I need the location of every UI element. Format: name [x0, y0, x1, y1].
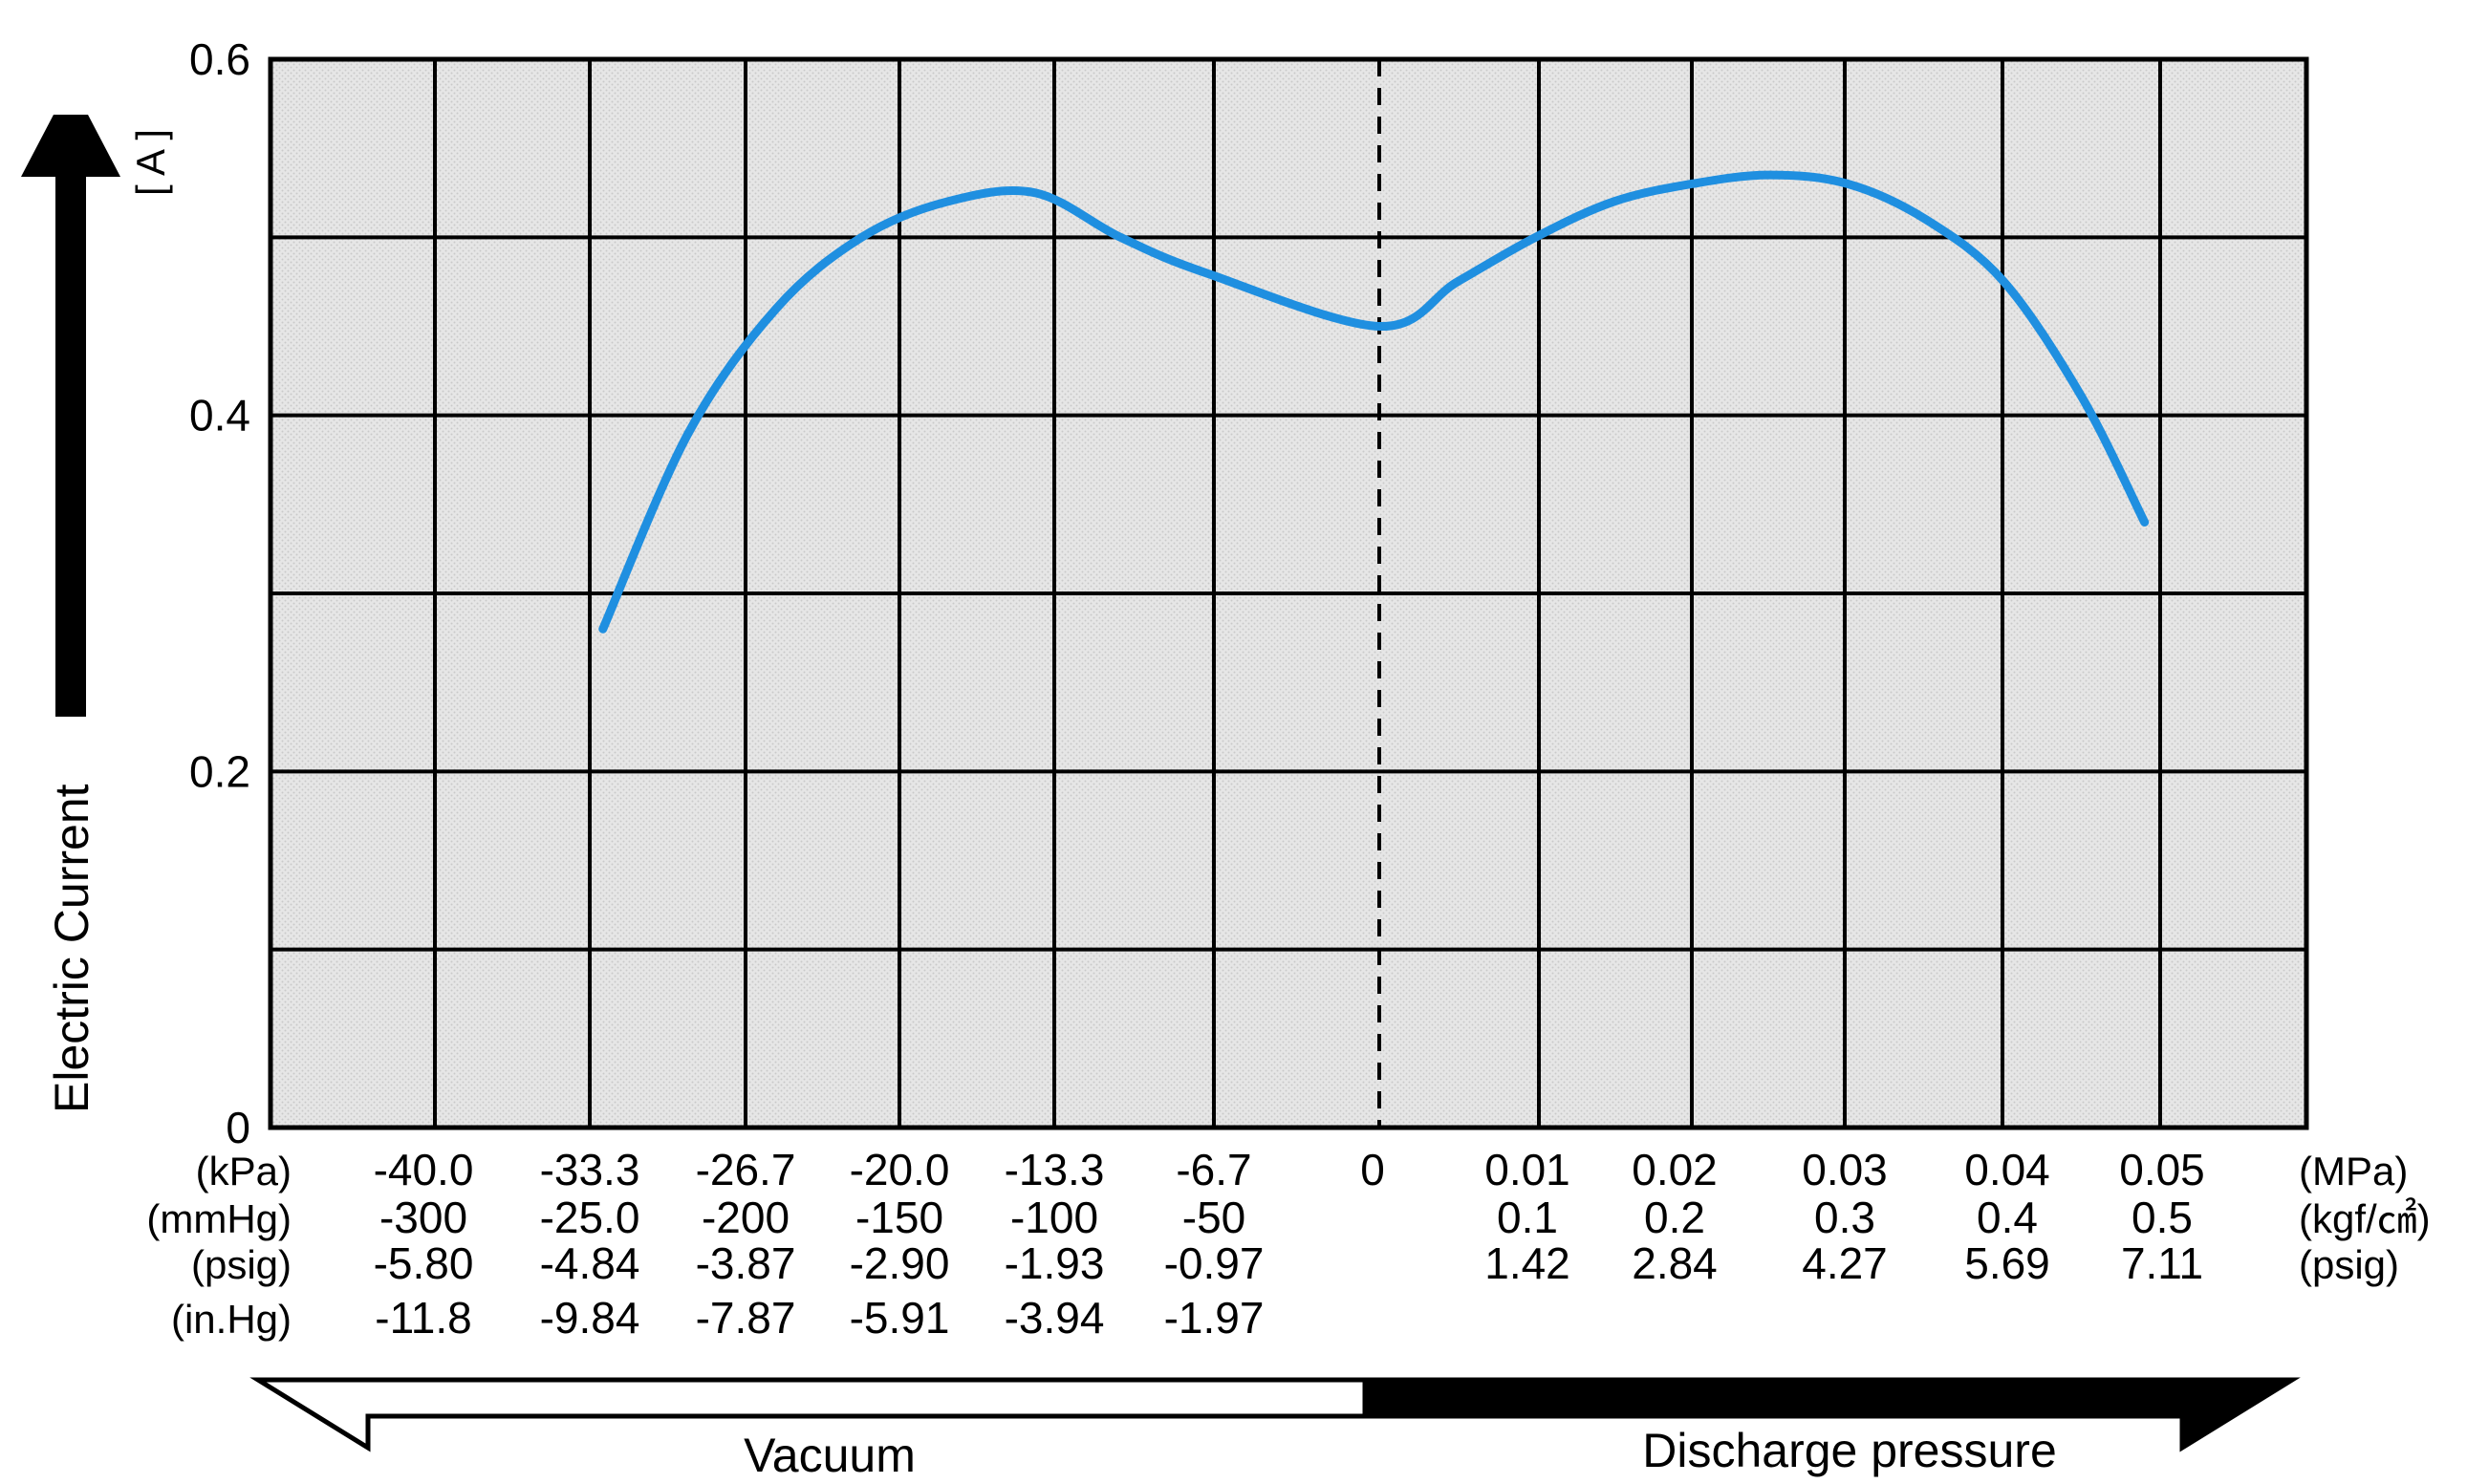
x-tick-label: -200 [702, 1193, 790, 1242]
y-axis-label: Electric Current [45, 784, 98, 1113]
discharge-pressure-label: Discharge pressure [1642, 1424, 2057, 1477]
x-tick-label: 0.5 [2132, 1193, 2193, 1242]
x-tick-label: -33.3 [540, 1145, 640, 1194]
discharge-arrow-icon [1362, 1377, 2301, 1452]
x-tick-label: 0.04 [1964, 1145, 2050, 1194]
series-line [598, 170, 2150, 634]
x-tick-label: 0.1 [1497, 1193, 1558, 1242]
x-tick-label: -13.3 [1005, 1145, 1105, 1194]
x-tick-label: -150 [855, 1193, 943, 1242]
x-tick-label: -300 [379, 1193, 467, 1242]
x-unit-right: (MPa) [2299, 1149, 2408, 1194]
x-tick-label: 2.84 [1632, 1238, 1718, 1288]
x-tick-label: 0.01 [1484, 1145, 1570, 1194]
x-tick-label: -1.93 [1005, 1238, 1105, 1288]
x-tick-label: -11.8 [375, 1293, 471, 1343]
x-tick-label: -1.97 [1164, 1293, 1265, 1343]
x-tick-label: -26.7 [696, 1145, 796, 1194]
x-tick-label: 0.02 [1632, 1145, 1718, 1194]
y-axis-arrow-icon [21, 115, 120, 717]
x-tick-label: -3.94 [1005, 1293, 1105, 1343]
y-tick-label: 0.2 [189, 746, 250, 796]
y-tick-label: 0 [226, 1103, 250, 1152]
x-tick-label: -50 [1182, 1193, 1245, 1242]
x-tick-label: -0.97 [1164, 1238, 1265, 1288]
x-tick-label: -20.0 [850, 1145, 950, 1194]
x-tick-label: 0.03 [1802, 1145, 1888, 1194]
x-tick-label: -7.87 [696, 1293, 796, 1343]
x-tick-label: -5.91 [850, 1293, 950, 1343]
vacuum-label: Vacuum [744, 1429, 916, 1482]
x-tick-label: -3.87 [696, 1238, 796, 1288]
x-tick-label: 0.2 [1644, 1193, 1705, 1242]
x-tick-label: 0.3 [1814, 1193, 1875, 1242]
x-unit-left: (in.Hg) [171, 1297, 292, 1342]
x-tick-label: 5.69 [1964, 1238, 2050, 1288]
y-tick-label: 0.6 [189, 34, 250, 84]
gridlines [271, 59, 2306, 1128]
x-unit-left: (mmHg) [146, 1196, 292, 1241]
x-tick-label: -9.84 [540, 1293, 640, 1343]
x-tick-label: 0.05 [2119, 1145, 2205, 1194]
x-unit-left: (kPa) [196, 1149, 292, 1194]
x-tick-label: -25.0 [540, 1193, 640, 1242]
x-tick-label: 1.42 [1484, 1238, 1570, 1288]
x-unit-left: (psig) [191, 1242, 292, 1287]
x-tick-label: -5.80 [374, 1238, 474, 1288]
x-tick-label: 7.11 [2121, 1238, 2203, 1288]
x-unit-right: (kgf/㎠) [2299, 1196, 2431, 1241]
y-axis-unit: [ A ] [128, 129, 173, 196]
x-tick-label: 0 [1360, 1145, 1385, 1194]
bottom-arrow [249, 1377, 2301, 1452]
x-tick-label: 4.27 [1802, 1238, 1888, 1288]
x-tick-label: -4.84 [540, 1238, 640, 1288]
x-tick-label: 0.4 [1977, 1193, 2038, 1242]
x-unit-right: (psig) [2299, 1242, 2399, 1287]
x-tick-label: -6.7 [1176, 1145, 1251, 1194]
x-tick-label: -40.0 [374, 1145, 474, 1194]
vacuum-arrow-icon [249, 1377, 1368, 1452]
plot-border [268, 56, 2309, 1130]
y-tick-label: 0.4 [189, 391, 250, 441]
x-tick-label: -100 [1010, 1193, 1098, 1242]
x-tick-label: -2.90 [850, 1238, 950, 1288]
